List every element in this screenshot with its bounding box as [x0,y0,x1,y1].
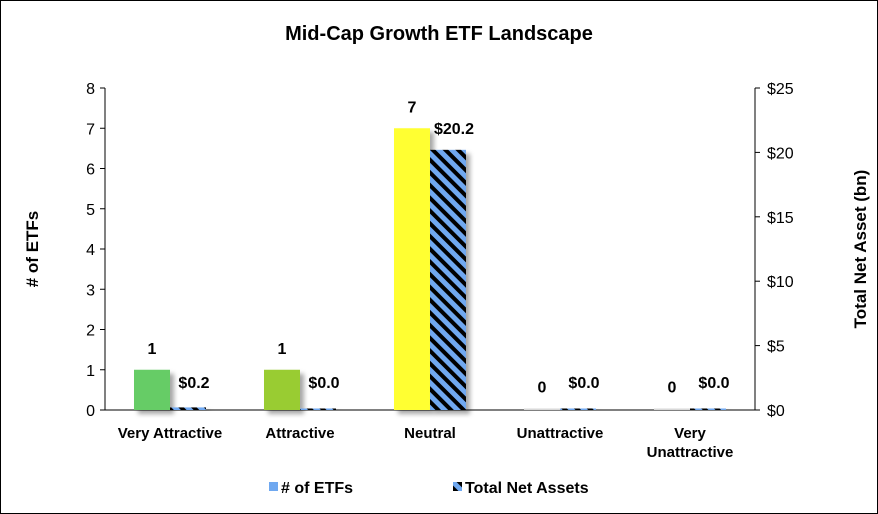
y-tick-label: 6 [86,162,95,179]
bar-net-assets [300,408,336,410]
y-tick-label: 4 [86,242,95,259]
x-tick-label: Neutral [404,425,456,442]
y2-axis-label: Total Net Asset (bn) [851,170,870,329]
bar-etf-count [654,408,690,410]
legend-swatch-etf-count [269,482,278,491]
y2-tick-label: $20 [767,145,794,162]
y2-tick-label: $5 [767,339,785,356]
bar-net-assets [170,407,206,410]
y2-tick-label: $25 [767,81,794,98]
data-label-net-assets: $0.0 [308,375,339,392]
y-tick-label: 3 [86,282,95,299]
data-label-net-assets: $0.0 [568,375,599,392]
y-tick-label: 1 [86,363,95,380]
y2-tick-label: $15 [767,210,794,227]
bar-etf-count [134,369,170,410]
chart-title: Mid-Cap Growth ETF Landscape [285,23,593,45]
bar-etf-count [264,369,300,410]
x-tick-label: Unattractive [517,425,604,442]
y-axis-label: # of ETFs [23,211,42,288]
y-tick-label: 0 [86,403,95,420]
data-label-etf-count: 1 [278,341,287,358]
data-label-etf-count: 0 [538,380,547,397]
legend-label-net-assets: Total Net Assets [465,480,589,497]
data-labels: 1 $0.2 1 $0.0 7 $20.2 0 $0.0 0 $0.0 [148,99,730,396]
x-tick-label: Very [674,425,706,442]
x-tick-label: Very Attractive [118,425,223,442]
legend: # of ETFs Total Net Assets [269,480,589,497]
legend-swatch-net-assets [453,482,462,491]
x-tick-label: Unattractive [647,444,734,461]
y-tick-label: 7 [86,121,95,138]
y2-tick-label: $10 [767,274,794,291]
bar-etf-count [524,408,560,410]
data-label-net-assets: $0.2 [178,375,209,392]
data-label-net-assets: $20.2 [434,121,474,138]
legend-label-etf-count: # of ETFs [281,480,353,497]
x-tick-label: Attractive [265,425,334,442]
y-tick-label: 5 [86,202,95,219]
bar-etf-count [394,128,430,410]
bars [134,128,726,410]
bar-net-assets [690,408,726,410]
bar-net-assets [430,149,466,410]
data-label-etf-count: 1 [148,341,157,358]
y2-tick-label: $0 [767,403,785,420]
axes: 0 1 2 3 4 5 6 7 8 $0 $5 $10 $15 $20 $25 Very Attractive… [86,81,794,461]
y-tick-label: 8 [86,81,95,98]
data-label-etf-count: 7 [408,99,417,116]
y-tick-label: 2 [86,323,95,340]
data-label-net-assets: $0.0 [698,375,729,392]
bar-net-assets [560,408,596,410]
data-label-etf-count: 0 [668,380,677,397]
